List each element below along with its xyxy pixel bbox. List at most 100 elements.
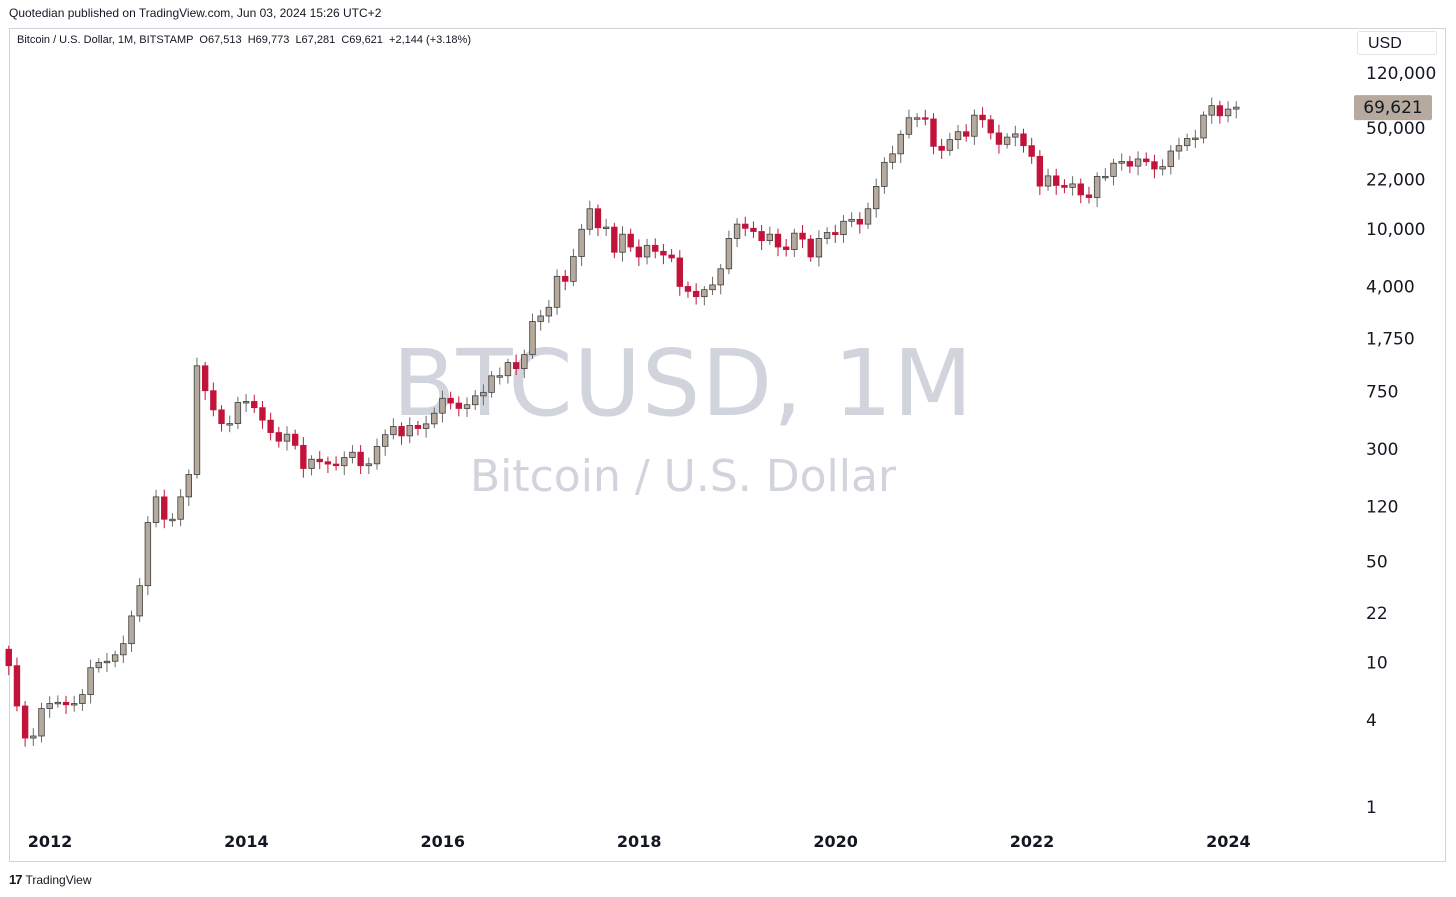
candle-body bbox=[87, 667, 94, 695]
candle-body bbox=[300, 444, 307, 469]
candle-body bbox=[373, 445, 381, 465]
watermark-name: Bitcoin / U.S. Dollar bbox=[469, 451, 897, 502]
candle-body bbox=[872, 186, 880, 210]
candle-body bbox=[676, 257, 683, 287]
candle-body bbox=[439, 397, 446, 414]
candle-body bbox=[201, 365, 209, 392]
currency-selector[interactable]: USD bbox=[1357, 31, 1437, 55]
candle-body bbox=[161, 496, 168, 520]
candle-body bbox=[1143, 158, 1150, 163]
symbol-legend: Bitcoin / U.S. Dollar, 1M, BITSTAMP O67,… bbox=[17, 34, 471, 46]
candle-body bbox=[619, 233, 626, 253]
candle-body bbox=[210, 390, 217, 411]
candle-body bbox=[1077, 183, 1084, 196]
y-tick-label: 22 bbox=[1366, 604, 1388, 624]
candle-body bbox=[913, 117, 921, 120]
candle-body bbox=[602, 226, 610, 229]
y-tick-label: 10 bbox=[1366, 653, 1388, 673]
candle-body bbox=[259, 407, 266, 421]
candle-body bbox=[472, 395, 479, 406]
y-tick-label: 10,000 bbox=[1366, 220, 1425, 240]
candle-body bbox=[971, 114, 978, 137]
candle-body bbox=[95, 662, 102, 669]
x-tick-label: 2022 bbox=[1010, 832, 1055, 851]
candle-body bbox=[725, 238, 733, 270]
candle-body bbox=[823, 232, 831, 239]
candle-body bbox=[856, 218, 864, 225]
x-tick-label: 2016 bbox=[421, 832, 466, 851]
x-tick-label: 2018 bbox=[617, 832, 662, 851]
candle-body bbox=[938, 145, 945, 151]
candle-body bbox=[1069, 183, 1076, 188]
x-tick-label: 2012 bbox=[28, 832, 73, 851]
candle-body bbox=[1183, 138, 1191, 147]
candle-body bbox=[226, 423, 233, 426]
candle-body bbox=[275, 432, 283, 442]
candle-body bbox=[954, 131, 962, 141]
candle-body bbox=[21, 705, 29, 739]
candle-body bbox=[742, 223, 749, 229]
candle-body bbox=[488, 375, 495, 393]
candle-body bbox=[529, 321, 536, 356]
legend-low: L67,281 bbox=[295, 34, 336, 46]
candle-body bbox=[1126, 161, 1134, 167]
last-price-badge bbox=[1354, 95, 1432, 121]
candle-body bbox=[1093, 176, 1101, 198]
candle-body bbox=[267, 419, 274, 433]
candle-body bbox=[414, 425, 422, 429]
chart-frame[interactable] bbox=[9, 28, 1446, 862]
candle-body bbox=[594, 208, 602, 229]
candle-body bbox=[103, 660, 111, 664]
candle-body bbox=[963, 131, 970, 137]
x-tick-label: 2024 bbox=[1206, 832, 1251, 851]
candle-body bbox=[234, 402, 242, 424]
candle-body bbox=[324, 461, 332, 465]
candle-body bbox=[1003, 136, 1011, 145]
candle-body bbox=[242, 401, 250, 404]
candle-body bbox=[782, 246, 790, 250]
candle-body bbox=[521, 354, 528, 370]
candle-body bbox=[480, 391, 487, 397]
candle-body bbox=[643, 244, 651, 258]
candle-body bbox=[422, 423, 430, 429]
candle-body bbox=[251, 401, 258, 409]
y-tick-label: 50,000 bbox=[1366, 119, 1425, 139]
candle-body bbox=[332, 463, 340, 467]
y-tick-label: 1 bbox=[1366, 798, 1377, 818]
footer-brand[interactable]: TradingView bbox=[25, 872, 92, 887]
y-tick-label: 4,000 bbox=[1366, 277, 1415, 297]
x-tick-label: 2014 bbox=[224, 832, 269, 851]
candle-body bbox=[660, 250, 667, 256]
last-price-label: 69,621 bbox=[1363, 98, 1422, 118]
candle-body bbox=[512, 362, 520, 370]
candle-body bbox=[684, 286, 692, 292]
candle-body bbox=[774, 233, 782, 248]
candle-body bbox=[71, 703, 78, 706]
candle-body bbox=[144, 522, 152, 587]
candle-body bbox=[807, 238, 814, 258]
candle-body bbox=[1224, 108, 1232, 117]
candle-body bbox=[987, 119, 994, 134]
candle-body bbox=[1053, 175, 1060, 186]
candle-body bbox=[455, 402, 463, 409]
candle-body bbox=[1134, 158, 1142, 167]
candle-body bbox=[1200, 114, 1207, 139]
candle-body bbox=[136, 585, 143, 617]
candle-body bbox=[120, 643, 127, 656]
candle-body bbox=[979, 114, 986, 121]
candle-body bbox=[496, 375, 503, 378]
candle-body bbox=[545, 306, 553, 317]
candle-body bbox=[799, 232, 806, 240]
candle-body bbox=[390, 426, 397, 436]
candle-body bbox=[905, 117, 913, 135]
candle-body bbox=[1110, 162, 1117, 177]
candle-body bbox=[815, 238, 823, 258]
x-tick-label: 2020 bbox=[813, 832, 858, 851]
candle-body bbox=[365, 463, 373, 467]
y-tick-label: 120,000 bbox=[1366, 64, 1436, 84]
candle-body bbox=[570, 256, 577, 282]
candle-body bbox=[586, 208, 593, 230]
candle-body bbox=[1061, 185, 1068, 188]
candle-body bbox=[316, 458, 323, 463]
